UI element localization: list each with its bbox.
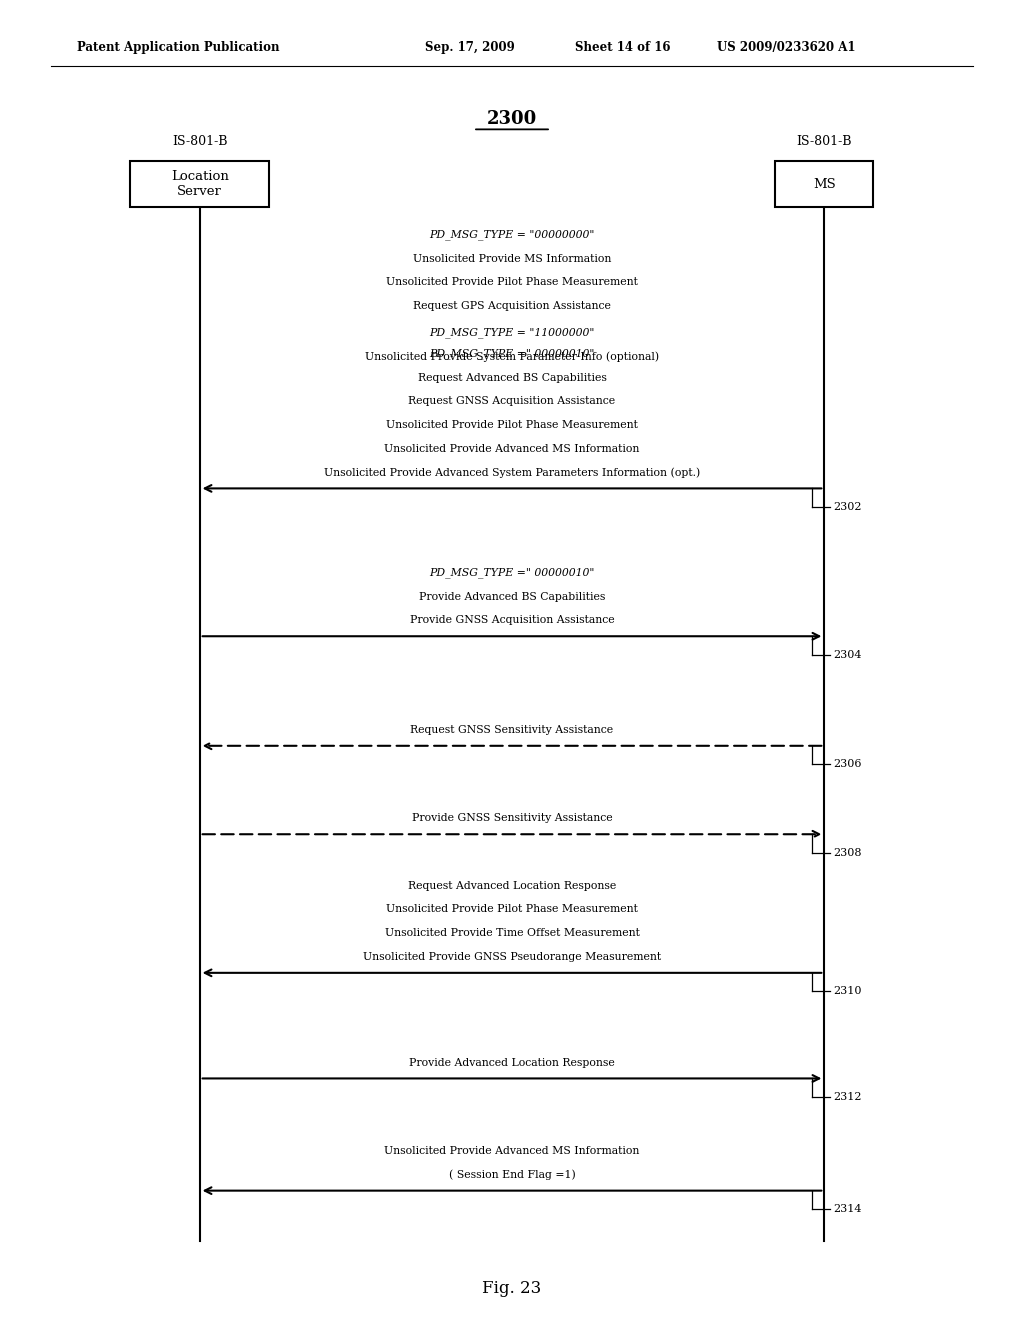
- Bar: [775, 161, 873, 207]
- Text: 2300: 2300: [486, 110, 538, 128]
- Text: Unsolicited Provide System Parameter Info (optional): Unsolicited Provide System Parameter Inf…: [365, 351, 659, 362]
- Text: Request Advanced Location Response: Request Advanced Location Response: [408, 880, 616, 891]
- Text: Unsolicited Provide Pilot Phase Measurement: Unsolicited Provide Pilot Phase Measurem…: [386, 420, 638, 430]
- Text: Unsolicited Provide Time Offset Measurement: Unsolicited Provide Time Offset Measurem…: [385, 928, 639, 939]
- Text: 2304: 2304: [834, 649, 862, 660]
- Text: Provide GNSS Acquisition Assistance: Provide GNSS Acquisition Assistance: [410, 615, 614, 626]
- Text: Provide Advanced Location Response: Provide Advanced Location Response: [410, 1057, 614, 1068]
- Text: US 2009/0233620 A1: US 2009/0233620 A1: [717, 41, 855, 54]
- Text: Request GNSS Acquisition Assistance: Request GNSS Acquisition Assistance: [409, 396, 615, 407]
- Text: Patent Application Publication: Patent Application Publication: [77, 41, 280, 54]
- Text: Provide GNSS Sensitivity Assistance: Provide GNSS Sensitivity Assistance: [412, 813, 612, 824]
- Text: 2308: 2308: [834, 847, 862, 858]
- Text: IS-801-B: IS-801-B: [172, 135, 227, 148]
- Text: Unsolicited Provide Advanced MS Information: Unsolicited Provide Advanced MS Informat…: [384, 1146, 640, 1156]
- Text: 2312: 2312: [834, 1092, 862, 1102]
- Text: PD_MSG_TYPE = "00000000": PD_MSG_TYPE = "00000000": [429, 230, 595, 240]
- Bar: [130, 161, 269, 207]
- Text: IS-801-B: IS-801-B: [797, 135, 852, 148]
- Text: Request Advanced BS Capabilities: Request Advanced BS Capabilities: [418, 372, 606, 383]
- Text: Unsolicited Provide Pilot Phase Measurement: Unsolicited Provide Pilot Phase Measurem…: [386, 277, 638, 288]
- Text: Location
Server: Location Server: [171, 170, 228, 198]
- Text: Unsolicited Provide Advanced System Parameters Information (opt.): Unsolicited Provide Advanced System Para…: [324, 467, 700, 478]
- Text: PD_MSG_TYPE =" 00000010": PD_MSG_TYPE =" 00000010": [429, 348, 595, 359]
- Text: 2310: 2310: [834, 986, 862, 997]
- Text: Request GPS Acquisition Assistance: Request GPS Acquisition Assistance: [413, 301, 611, 312]
- Text: Request GNSS Sensitivity Assistance: Request GNSS Sensitivity Assistance: [411, 725, 613, 735]
- Text: PD_MSG_TYPE = "11000000": PD_MSG_TYPE = "11000000": [429, 327, 595, 338]
- Text: Unsolicited Provide Pilot Phase Measurement: Unsolicited Provide Pilot Phase Measurem…: [386, 904, 638, 915]
- Text: ( Session End Flag =1): ( Session End Flag =1): [449, 1170, 575, 1180]
- Text: Unsolicited Provide Advanced MS Information: Unsolicited Provide Advanced MS Informat…: [384, 444, 640, 454]
- Text: Unsolicited Provide GNSS Pseudorange Measurement: Unsolicited Provide GNSS Pseudorange Mea…: [362, 952, 662, 962]
- Text: Fig. 23: Fig. 23: [482, 1280, 542, 1296]
- Text: Sheet 14 of 16: Sheet 14 of 16: [575, 41, 671, 54]
- Text: 2306: 2306: [834, 759, 862, 770]
- Text: Unsolicited Provide MS Information: Unsolicited Provide MS Information: [413, 253, 611, 264]
- Text: 2314: 2314: [834, 1204, 862, 1214]
- Text: Sep. 17, 2009: Sep. 17, 2009: [425, 41, 515, 54]
- Text: Provide Advanced BS Capabilities: Provide Advanced BS Capabilities: [419, 591, 605, 602]
- Text: PD_MSG_TYPE =" 00000010": PD_MSG_TYPE =" 00000010": [429, 568, 595, 578]
- Text: MS: MS: [813, 178, 836, 190]
- Text: 2302: 2302: [834, 502, 862, 512]
